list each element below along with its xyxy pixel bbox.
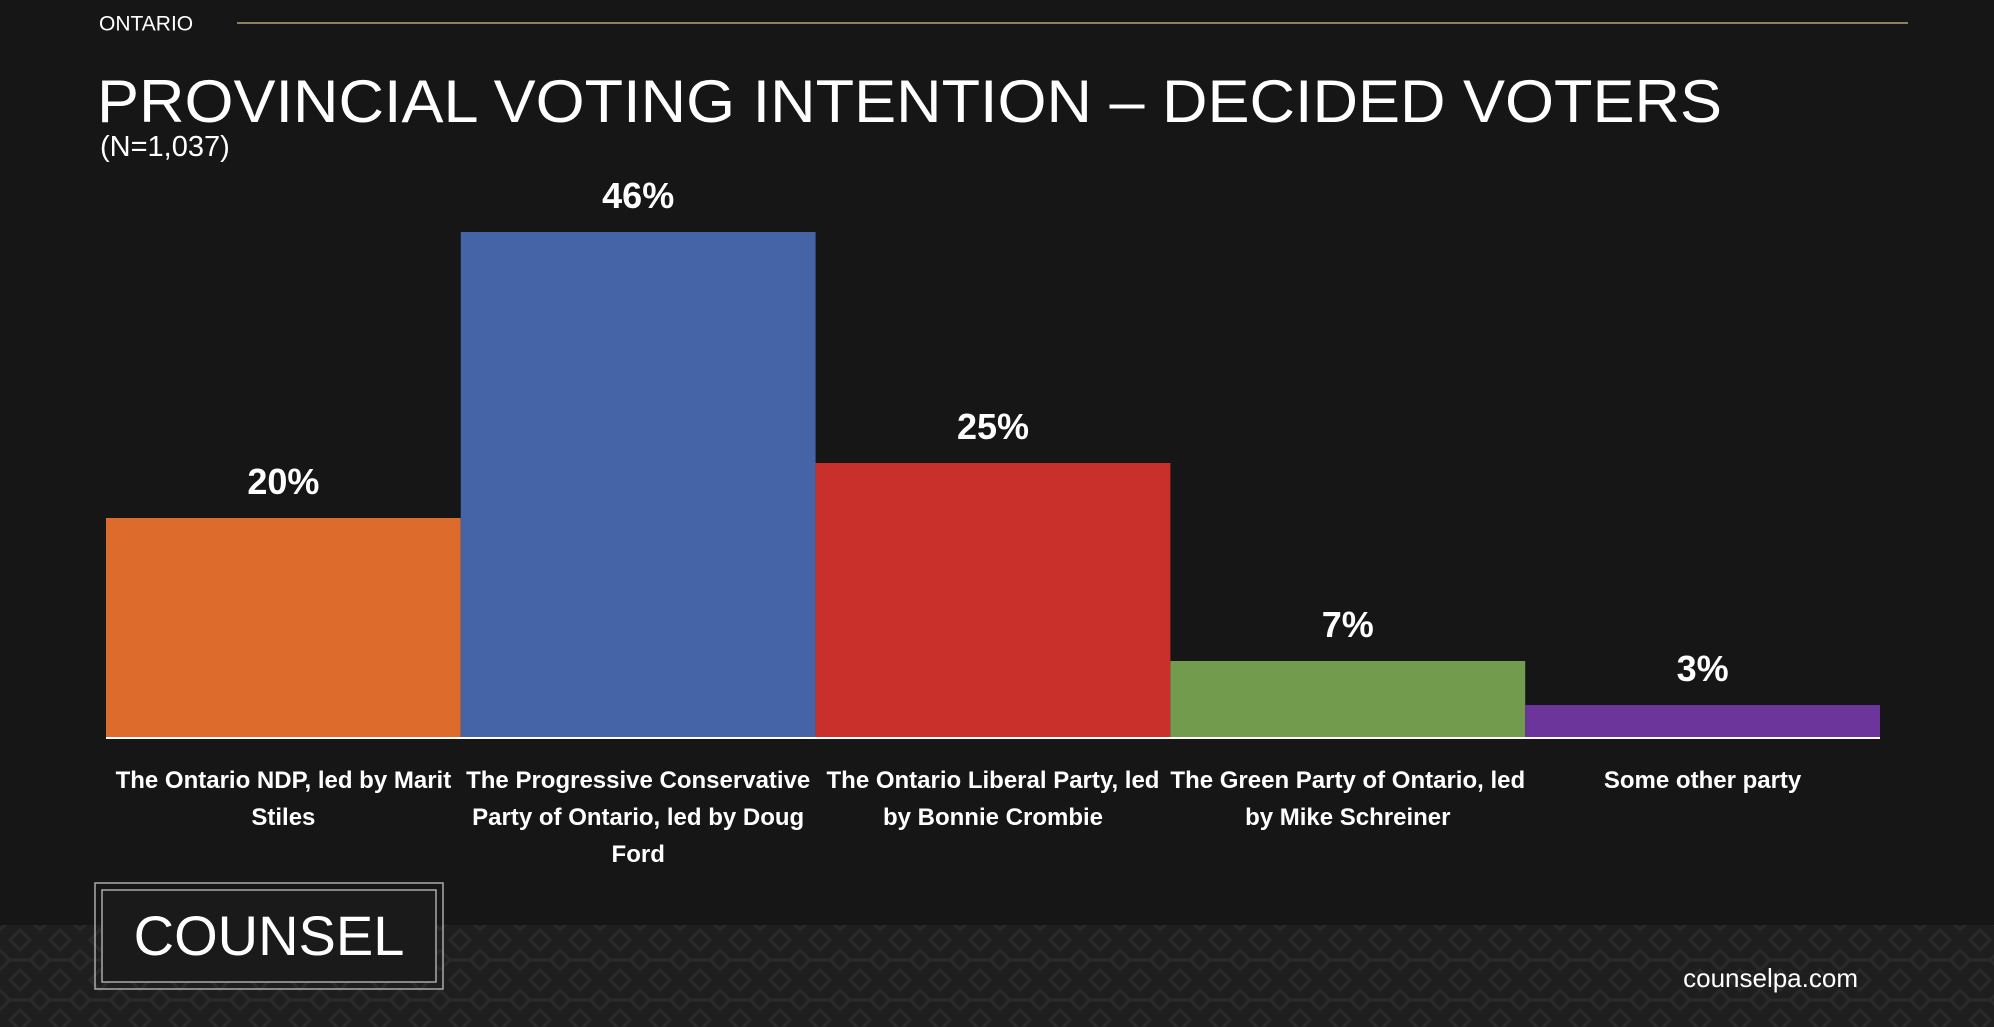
bar <box>1525 705 1880 738</box>
bar <box>1170 661 1526 738</box>
value-label: 46% <box>602 175 674 216</box>
logo-box <box>101 889 437 983</box>
bar <box>106 518 461 738</box>
logo-frame <box>94 882 444 990</box>
value-label: 7% <box>1322 604 1374 645</box>
region-label: ONTARIO <box>99 13 193 36</box>
category-label: The Ontario NDP, led by Marit Stiles <box>115 767 452 831</box>
value-label: 20% <box>247 461 319 502</box>
logo-text: COUNSEL <box>134 904 405 967</box>
value-label: 3% <box>1677 648 1729 689</box>
chart-title: PROVINCIAL VOTING INTENTION – DECIDED VO… <box>97 68 1722 135</box>
category-label: Some other party <box>1603 767 1802 794</box>
bar <box>815 463 1171 738</box>
value-label: 25% <box>957 406 1029 447</box>
category-label: The Ontario Liberal Party, led by Bonnie… <box>826 767 1160 831</box>
chart-subtitle: (N=1,037) <box>100 131 230 163</box>
bar <box>460 232 816 738</box>
category-label: The Green Party of Ontario, led by Mike … <box>1170 767 1526 831</box>
category-label: The Progressive Conservative Party of On… <box>466 767 811 868</box>
website: counselpa.com <box>1683 963 1858 993</box>
